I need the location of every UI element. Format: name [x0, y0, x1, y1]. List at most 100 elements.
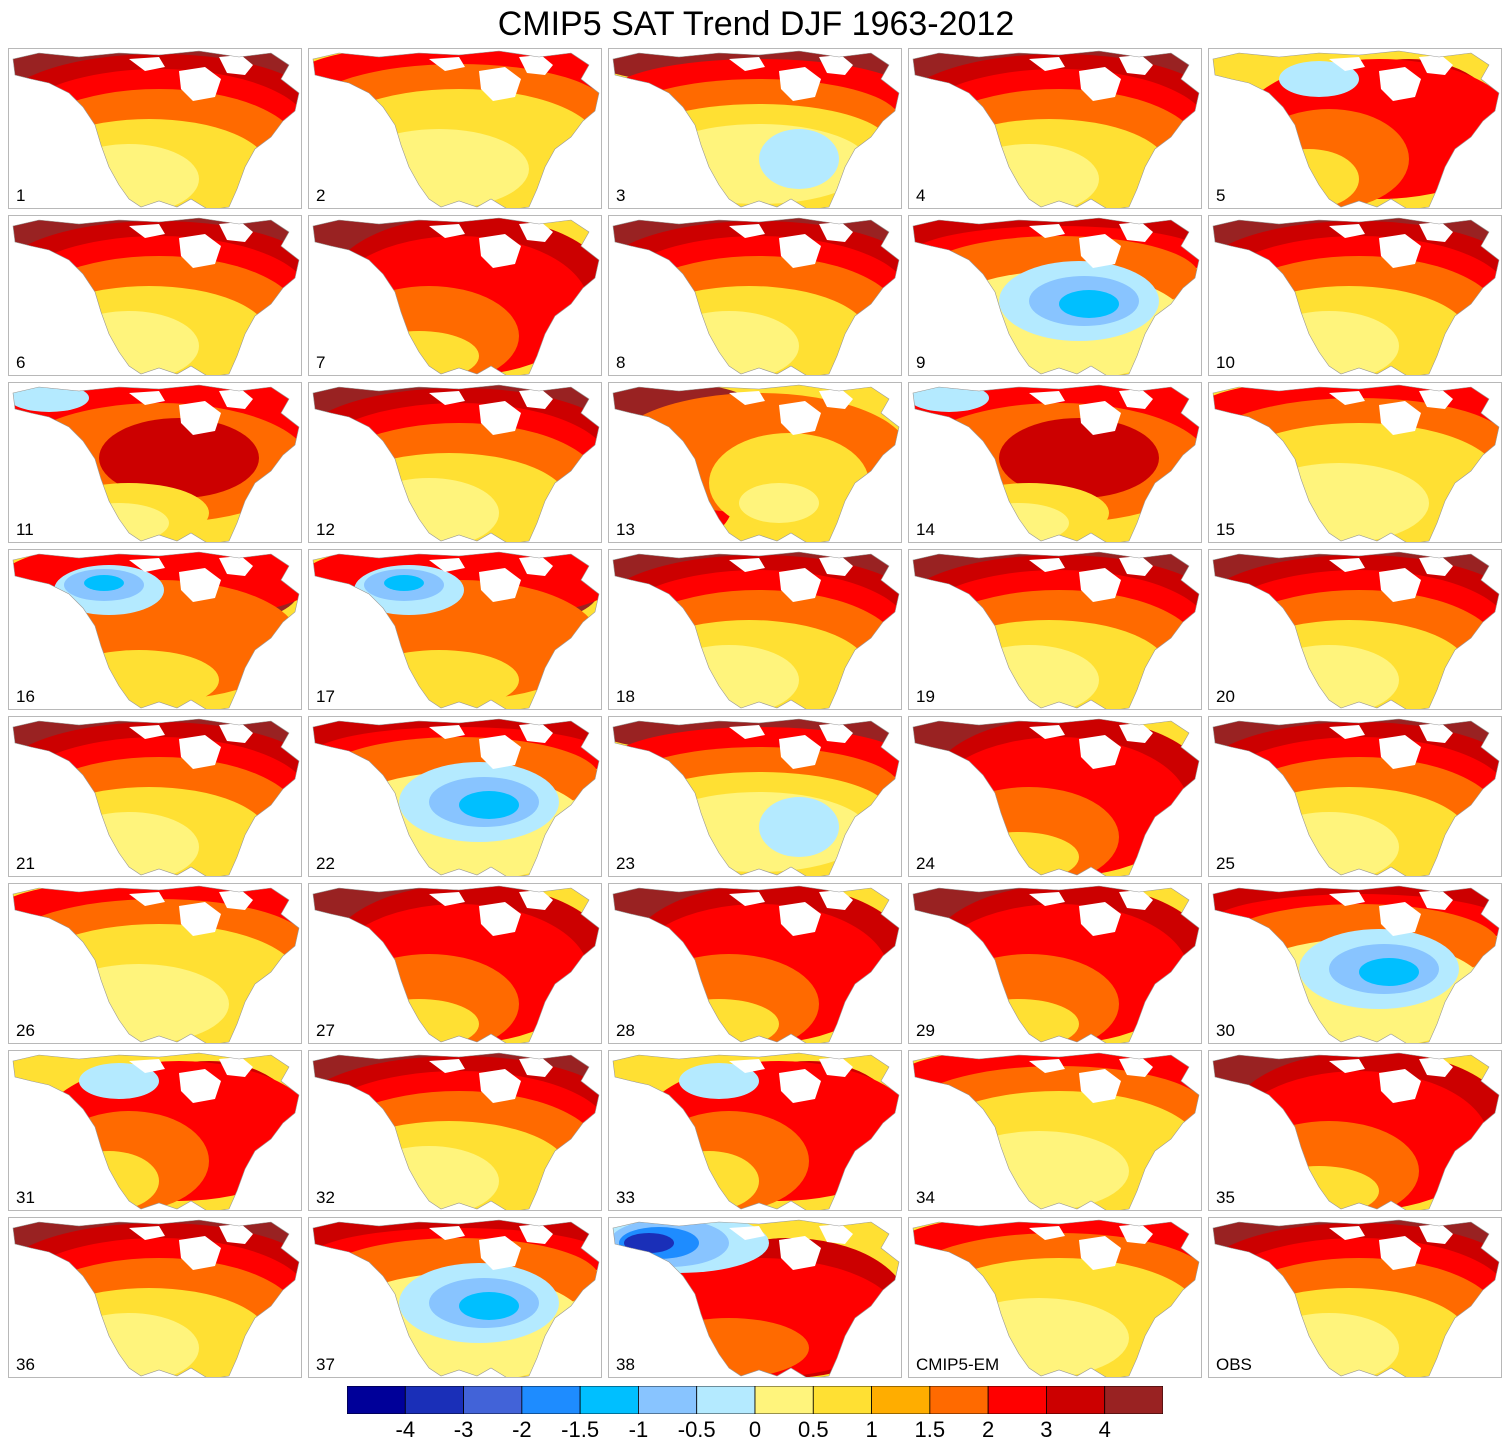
map-panel: 29	[908, 883, 1202, 1044]
panel-label: 10	[1216, 353, 1235, 372]
panel-label: 24	[916, 854, 935, 873]
coastline	[912, 885, 1200, 1043]
panel-label: 11	[16, 520, 34, 539]
arctic-island	[429, 224, 465, 238]
arctic-island	[1379, 735, 1421, 769]
panel-label: 22	[316, 854, 335, 873]
coastline	[12, 50, 300, 208]
coastline	[312, 551, 600, 709]
arctic-island	[129, 391, 165, 405]
trend-contour	[759, 129, 839, 189]
map-panel: 25	[1208, 716, 1502, 877]
map-panel: 20	[1208, 549, 1502, 710]
arctic-island	[479, 234, 521, 268]
arctic-island	[1329, 57, 1365, 71]
coastline	[1212, 1052, 1500, 1210]
panel-label: 7	[316, 353, 326, 372]
colorbar-swatch	[812, 1386, 872, 1414]
map-panel: 32	[308, 1050, 602, 1211]
arctic-island	[429, 1059, 465, 1073]
arctic-island	[729, 558, 765, 572]
trend-map	[1212, 1052, 1500, 1210]
panel-label: 28	[616, 1021, 635, 1040]
map-panel: 13	[608, 382, 902, 543]
colorbar-swatch	[463, 1386, 523, 1414]
arctic-island	[179, 735, 221, 769]
map-panel: CMIP5-EM	[908, 1217, 1202, 1378]
panel-label: 3	[616, 186, 626, 205]
arctic-island	[519, 723, 553, 743]
panel-label: CMIP5-EM	[916, 1355, 1000, 1374]
trend-map	[312, 718, 600, 876]
arctic-island	[1029, 892, 1065, 906]
map-panel: 14	[908, 382, 1202, 543]
trend-contour	[1359, 958, 1419, 986]
panel-label: OBS	[1216, 1355, 1252, 1374]
arctic-island	[1029, 558, 1065, 572]
coastline	[1212, 885, 1500, 1043]
trend-map	[12, 718, 300, 876]
arctic-island	[1119, 55, 1153, 75]
arctic-island	[179, 234, 221, 268]
arctic-island	[1379, 568, 1421, 602]
arctic-island	[479, 1069, 521, 1103]
coastline	[912, 217, 1200, 375]
arctic-island	[1419, 890, 1453, 910]
panel-label: 8	[616, 353, 626, 372]
map-panel: 1	[8, 48, 302, 209]
arctic-island	[1079, 1069, 1121, 1103]
arctic-island	[519, 556, 553, 576]
trend-contour	[659, 1151, 759, 1210]
arctic-island	[1329, 1226, 1365, 1240]
arctic-island	[1419, 55, 1453, 75]
arctic-island	[729, 224, 765, 238]
map-panel: 17	[308, 549, 602, 710]
coastline	[312, 1052, 600, 1210]
arctic-island	[779, 735, 821, 769]
colorbar-tick-label: 0	[748, 1417, 762, 1442]
arctic-island	[1329, 1059, 1365, 1073]
coastline	[912, 1219, 1200, 1377]
map-panel: 4	[908, 48, 1202, 209]
coastline	[612, 551, 900, 709]
panel-label: 9	[916, 353, 926, 372]
trend-contour	[84, 575, 124, 591]
coastline	[312, 885, 600, 1043]
trend-map	[912, 384, 1200, 542]
trend-map	[612, 384, 900, 542]
coastline	[912, 551, 1200, 709]
arctic-island	[779, 234, 821, 268]
colorbar-tick-label: 2	[982, 1417, 995, 1442]
map-panel: 34	[908, 1050, 1202, 1211]
map-panel: 5	[1208, 48, 1502, 209]
trend-map	[12, 217, 300, 375]
trend-map	[612, 1052, 900, 1210]
map-panel: 11	[8, 382, 302, 543]
coastline	[1212, 217, 1500, 375]
coastline	[612, 50, 900, 208]
trend-contour	[79, 1063, 159, 1099]
arctic-island	[819, 389, 853, 409]
arctic-island	[129, 224, 165, 238]
arctic-island	[1079, 234, 1121, 268]
panel-label: 35	[1216, 1188, 1235, 1207]
trend-map	[912, 551, 1200, 709]
trend-contour	[359, 650, 519, 709]
trend-contour	[969, 503, 1069, 542]
arctic-island	[819, 55, 853, 75]
colorbar-swatch	[347, 1386, 406, 1414]
map-panel: 2	[308, 48, 602, 209]
arctic-island	[1119, 1224, 1153, 1244]
arctic-island	[129, 892, 165, 906]
map-panel: 30	[1208, 883, 1502, 1044]
coastline	[612, 885, 900, 1043]
arctic-island	[1119, 890, 1153, 910]
coastline	[1212, 718, 1500, 876]
arctic-island	[779, 1069, 821, 1103]
map-panel: 19	[908, 549, 1202, 710]
trend-contour	[649, 1318, 809, 1377]
trend-map	[612, 1219, 900, 1377]
coastline	[1212, 1219, 1500, 1377]
arctic-island	[519, 1057, 553, 1077]
trend-contour	[69, 503, 169, 542]
